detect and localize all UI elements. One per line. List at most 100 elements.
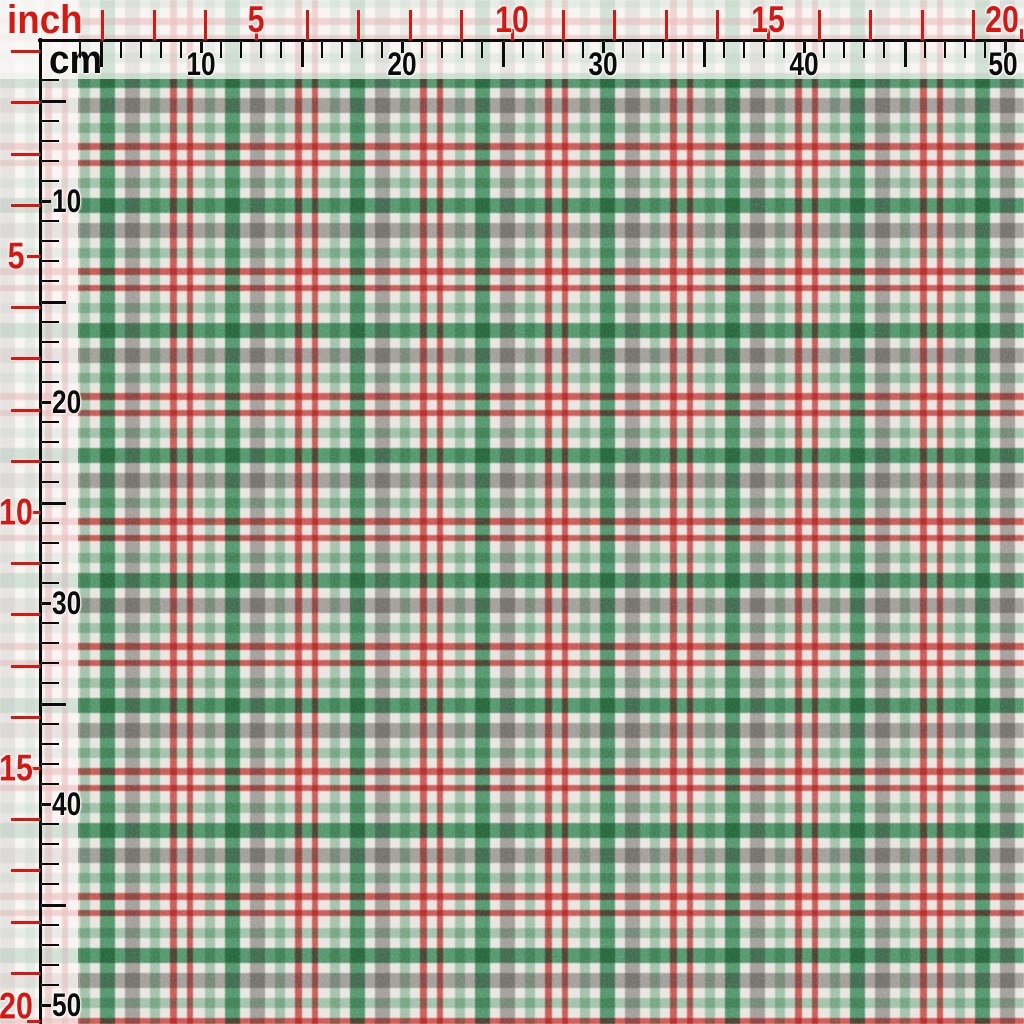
inch-tick — [357, 10, 361, 40]
cm-tick — [99, 42, 103, 67]
cm-tick — [42, 240, 59, 243]
inch-tick — [715, 10, 719, 40]
cm-tick — [42, 602, 51, 605]
inch-tick — [27, 1020, 40, 1023]
inch-unit-label: inch — [7, 0, 83, 42]
cm-tick — [42, 441, 59, 444]
cm-tick — [943, 42, 946, 58]
inch-tick — [27, 255, 40, 258]
inch-tick — [920, 10, 924, 40]
cm-tick — [42, 541, 59, 544]
cm-tick — [903, 42, 907, 67]
inch-number: 5 — [7, 235, 25, 277]
inch-number: 10 — [495, 0, 529, 40]
cm-number: 20 — [52, 384, 82, 420]
cm-tick — [42, 762, 59, 765]
cm-tick — [42, 1004, 51, 1007]
cm-tick — [401, 42, 404, 53]
cm-tick — [42, 260, 59, 263]
inch-number: 20 — [0, 985, 33, 1024]
cm-tick — [42, 501, 66, 505]
inch-tick — [306, 10, 310, 40]
cm-tick — [42, 79, 59, 82]
inch-tick — [101, 10, 105, 40]
cm-tick — [823, 42, 826, 58]
cm-tick — [42, 662, 59, 665]
cm-tick — [42, 843, 59, 846]
cm-tick — [622, 42, 625, 58]
cm-number: 30 — [588, 46, 618, 82]
cm-tick — [42, 883, 59, 886]
cm-tick — [42, 421, 59, 424]
cm-tick — [79, 42, 82, 58]
cm-tick — [42, 401, 51, 404]
inch-tick — [11, 101, 40, 105]
cm-tick — [42, 380, 59, 383]
cm-tick — [42, 320, 59, 323]
inch-tick — [664, 10, 668, 40]
inch-tick — [11, 459, 40, 463]
inch-tick — [869, 10, 873, 40]
cm-number: 50 — [52, 987, 82, 1023]
cm-tick — [722, 42, 725, 58]
cm-tick — [42, 481, 59, 484]
inch-tick — [818, 10, 822, 40]
inch-tick — [11, 715, 40, 719]
inch-tick — [11, 562, 40, 566]
inch-tick — [11, 818, 40, 822]
cm-number: 30 — [52, 585, 82, 621]
inch-tick — [1020, 29, 1023, 40]
cm-tick — [42, 983, 59, 986]
cm-tick — [119, 42, 122, 58]
inch-tick — [459, 10, 463, 40]
inch-tick — [11, 306, 40, 310]
inch-tick — [562, 10, 566, 40]
cm-tick — [682, 42, 685, 58]
cm-tick — [260, 42, 263, 58]
cm-tick — [380, 42, 383, 58]
cm-tick — [42, 782, 59, 785]
cm-tick — [42, 99, 66, 103]
cm-tick — [340, 42, 343, 58]
cm-tick — [42, 742, 59, 745]
inch-tick — [27, 511, 40, 514]
cm-tick — [42, 963, 59, 966]
cm-tick — [803, 42, 806, 53]
cm-number: 40 — [789, 46, 819, 82]
cm-tick — [42, 300, 66, 304]
cm-tick — [42, 280, 59, 283]
cm-tick — [481, 42, 484, 58]
cm-tick — [42, 119, 59, 122]
cm-tick — [240, 42, 243, 58]
cm-tick — [501, 42, 505, 67]
cm-tick — [702, 42, 706, 67]
cm-tick — [42, 360, 59, 363]
cm-tick — [461, 42, 464, 58]
cm-tick — [42, 682, 59, 685]
inch-tick — [11, 920, 40, 924]
inch-tick — [11, 613, 40, 617]
cm-tick — [42, 461, 59, 464]
inch-tick — [27, 767, 40, 770]
cm-tick — [42, 702, 66, 706]
inch-tick — [11, 869, 40, 873]
inch-tick — [11, 664, 40, 668]
cm-tick — [561, 42, 564, 58]
cm-tick — [42, 622, 59, 625]
inch-tick — [11, 971, 40, 975]
inch-tick — [511, 29, 514, 40]
cm-tick — [42, 159, 59, 162]
cm-tick — [179, 42, 182, 58]
cm-tick — [320, 42, 323, 58]
cm-tick — [963, 42, 966, 58]
inch-tick — [203, 10, 207, 40]
cm-unit-label: cm — [49, 38, 103, 82]
cm-tick — [42, 561, 59, 564]
cm-tick — [1004, 42, 1007, 53]
cm-tick — [42, 200, 51, 203]
inch-tick — [11, 152, 40, 156]
cm-tick — [42, 179, 59, 182]
